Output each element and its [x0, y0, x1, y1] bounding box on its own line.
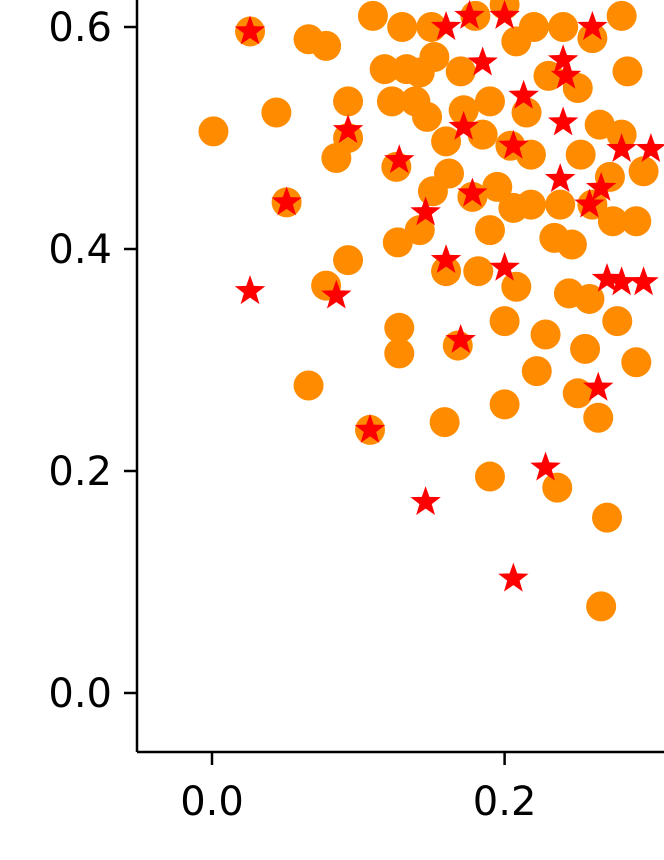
circle-point	[621, 206, 652, 237]
star-point	[430, 11, 462, 40]
circle-point	[489, 389, 520, 420]
star-point	[550, 59, 582, 89]
circle-point	[467, 119, 498, 150]
star-point	[430, 244, 462, 274]
circle-point	[577, 23, 608, 54]
star-point	[489, 0, 520, 29]
x-tick-label: 0.0	[180, 779, 244, 825]
circle-point	[445, 56, 476, 87]
star-point	[585, 171, 617, 201]
circle-point	[562, 378, 593, 409]
star-point	[606, 266, 637, 296]
circle-point	[597, 206, 628, 237]
star-point	[321, 279, 352, 309]
circle-point	[261, 97, 292, 128]
circle-point	[583, 402, 614, 433]
star-point	[467, 46, 498, 76]
circle-point	[565, 139, 596, 170]
circle-point	[530, 319, 561, 350]
circle-point	[198, 116, 229, 147]
circle-point	[404, 215, 435, 246]
circle-point	[545, 189, 576, 220]
star-point	[234, 15, 266, 45]
star-point	[271, 186, 302, 216]
star-point	[445, 324, 476, 353]
y-tick-label: 0.6	[48, 5, 112, 51]
star-point	[454, 0, 485, 29]
circle-point	[463, 256, 494, 287]
star-point	[489, 251, 520, 281]
circle-point	[369, 54, 400, 85]
circle-point	[542, 472, 573, 503]
star-point	[234, 275, 266, 305]
circle-point	[474, 215, 505, 246]
circle-point	[628, 156, 659, 187]
circle-point	[376, 86, 407, 117]
circle-point	[606, 0, 637, 31]
circle-point	[357, 0, 388, 31]
circle-point	[419, 41, 450, 72]
circle-point	[501, 271, 532, 302]
circle-point	[311, 30, 342, 61]
star-point	[547, 44, 579, 74]
circle-point	[570, 333, 601, 364]
circle-point	[384, 338, 415, 369]
y-tick-label: 0.2	[48, 449, 112, 495]
circle-point	[548, 12, 579, 42]
star-point	[448, 110, 479, 140]
star-point	[574, 188, 605, 218]
circle-point	[434, 158, 465, 189]
circle-point	[482, 171, 513, 202]
circle-point	[621, 347, 652, 378]
y-tick-label: 0.4	[48, 227, 112, 273]
star-point	[498, 129, 529, 159]
circle-point	[431, 256, 462, 287]
star-point	[635, 133, 664, 163]
circle-point	[556, 229, 587, 260]
star-point	[628, 266, 659, 296]
circle-point	[518, 12, 549, 42]
star-point	[457, 177, 488, 207]
circle-point	[474, 86, 505, 117]
star-point	[544, 163, 576, 193]
circle-point	[474, 461, 505, 492]
star-point	[410, 196, 441, 226]
star-point	[354, 413, 386, 443]
star-point	[606, 133, 637, 163]
x-tick-label: 0.2	[473, 779, 537, 825]
star-point	[384, 144, 415, 174]
circle-point	[293, 370, 324, 401]
star-point	[508, 79, 539, 109]
circle-point	[515, 139, 546, 170]
circle-point	[382, 227, 413, 258]
star-point	[530, 451, 561, 481]
star-point	[547, 106, 579, 136]
circle-point	[448, 95, 479, 126]
circle-point	[592, 502, 623, 533]
ticks-layer: 0.0 0.2 0.4 0.6 0.0 0.2	[48, 5, 536, 825]
circle-point	[384, 312, 415, 343]
circle-point	[412, 101, 443, 132]
star-point	[332, 114, 364, 144]
circle-point	[429, 407, 460, 438]
circle-point	[574, 283, 605, 314]
circle-point	[521, 356, 552, 387]
circle-point	[387, 12, 418, 42]
circle-point	[602, 306, 633, 337]
star-point	[577, 11, 608, 40]
circle-point	[333, 86, 364, 117]
circle-point	[333, 245, 364, 276]
circle-point	[586, 591, 617, 622]
star-point	[583, 371, 614, 401]
circle-point	[431, 126, 462, 157]
points-layer	[198, 0, 664, 622]
y-tick-label: 0.0	[48, 671, 112, 717]
circle-point	[489, 306, 520, 337]
circle-point	[515, 189, 546, 220]
star-point	[498, 562, 529, 592]
circle-point	[612, 56, 643, 87]
star-point	[410, 486, 441, 516]
